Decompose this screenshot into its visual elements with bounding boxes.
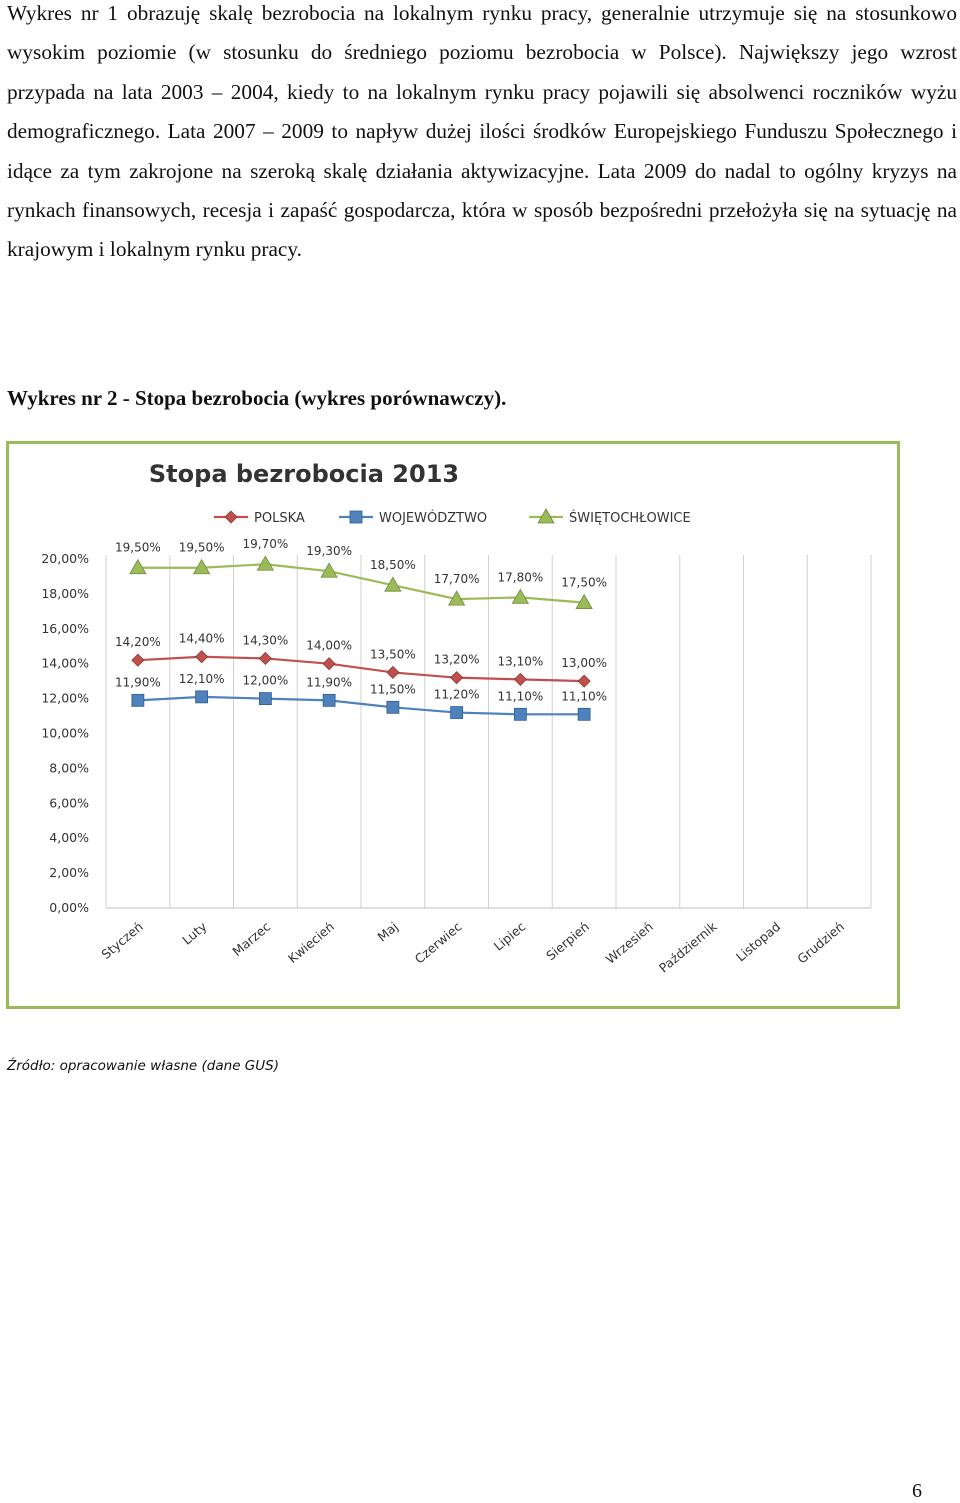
x-tick-label: Kwiecień (285, 919, 337, 966)
data-label: 12,10% (179, 672, 225, 686)
x-tick-label: Listopad (733, 919, 783, 965)
data-point-square (450, 706, 464, 719)
data-label: 17,80% (497, 570, 543, 584)
data-label: 18,50% (370, 558, 416, 572)
y-tick-label: 18,00% (41, 586, 89, 601)
data-point-triangle (384, 576, 402, 592)
y-tick-label: 4,00% (49, 830, 89, 845)
x-tick-label: Czerwiec (412, 919, 465, 967)
data-label: 11,90% (115, 675, 161, 689)
data-point-triangle (537, 508, 555, 524)
series-line (137, 563, 585, 604)
data-label: 13,10% (497, 654, 543, 668)
data-label: 14,30% (242, 633, 288, 647)
data-label: 19,70% (242, 537, 288, 551)
data-point-diamond (322, 657, 336, 671)
x-tick-label: Wrzesień (603, 919, 656, 967)
x-tick-label: Styczeń (98, 919, 145, 962)
data-label: 19,50% (179, 541, 225, 555)
data-label: 17,70% (434, 572, 480, 586)
data-point-triangle (447, 590, 466, 606)
data-point-triangle (192, 558, 211, 575)
unemployment-line-chart: Stopa bezrobocia 2013 POLSKA WOJEWÓDZTWO Ś… (41, 460, 872, 976)
data-label: 13,20% (434, 653, 480, 667)
y-tick-label: 16,00% (41, 621, 89, 636)
x-tick-label: Grudzień (794, 919, 847, 967)
y-tick-label: 6,00% (49, 795, 89, 810)
data-label: 14,00% (306, 639, 352, 653)
chart-grid (105, 555, 872, 909)
series-line (137, 655, 585, 683)
legend-label: WOJEWÓDZTWO (379, 510, 487, 526)
page-number: 6 (912, 1480, 922, 1502)
chart-series: 14,20% 14,40% 14,30% 14,00% 13,50% 13,20% 13,1… (115, 537, 607, 721)
chart-legend: POLSKA WOJEWÓDZTWO ŚWIĘTOCHŁOWICE (214, 508, 691, 526)
data-label: 14,40% (179, 632, 225, 646)
data-label: 11,10% (497, 689, 543, 703)
legend-label: POLSKA (254, 511, 305, 526)
data-point-square (195, 690, 209, 704)
data-label: 11,20% (434, 688, 480, 702)
series-line (137, 695, 585, 716)
y-tick-label: 2,00% (49, 865, 89, 880)
x-tick-label: Sierpień (543, 919, 592, 963)
data-point-square (349, 510, 363, 524)
data-point-diamond (195, 650, 209, 664)
data-point-square (258, 692, 272, 706)
x-tick-label: Marzec (229, 919, 273, 959)
data-point-triangle (256, 555, 275, 571)
chart-frame: Stopa bezrobocia 2013 POLSKA WOJEWÓDZTWO Ś… (6, 441, 900, 1009)
data-label: 14,20% (115, 635, 161, 649)
data-label: 11,50% (370, 682, 416, 696)
y-tick-label: 10,00% (41, 726, 89, 741)
data-point-triangle (320, 562, 338, 578)
series-świętochłowice: 19,50% 19,50% 19,70% 19,30% 18,50% 17,70% 17,8… (115, 537, 607, 610)
data-label: 11,90% (306, 675, 352, 689)
data-point-diamond (450, 671, 464, 685)
x-tick-label: Maj (374, 919, 400, 945)
legend-item: POLSKA (214, 510, 305, 526)
source-note: Źródło: opracowanie własne (dane GUS) (7, 1058, 279, 1074)
data-point-square (322, 693, 336, 707)
data-label: 11,10% (561, 689, 607, 703)
data-point-triangle (575, 593, 593, 610)
legend-item: WOJEWÓDZTWO (339, 510, 487, 526)
data-label: 12,00% (242, 674, 288, 688)
data-point-square (513, 707, 527, 721)
legend-item: ŚWIĘTOCHŁOWICE (529, 508, 691, 526)
series-województwo: 11,90% 12,10% 12,00% 11,90% 11,50% 11,20% 11,1… (115, 672, 607, 721)
data-point-square (577, 707, 591, 721)
data-point-diamond (513, 672, 527, 686)
data-point-diamond (224, 510, 238, 524)
legend-label: ŚWIĘTOCHŁOWICE (569, 510, 691, 526)
data-point-square (131, 693, 145, 707)
x-tick-label: Październik (656, 918, 720, 975)
y-tick-label: 0,00% (49, 900, 89, 915)
x-tick-label: Lipiec (491, 919, 529, 954)
data-point-diamond (258, 651, 272, 666)
data-label: 19,50% (115, 541, 161, 555)
data-point-triangle (511, 588, 530, 604)
data-point-diamond (386, 665, 400, 679)
data-label: 17,50% (561, 576, 607, 590)
series-polska: 14,20% 14,40% 14,30% 14,00% 13,50% 13,20% 13,1… (115, 632, 607, 688)
chart-title: Stopa bezrobocia 2013 (149, 460, 459, 488)
y-tick-label: 14,00% (41, 656, 89, 671)
y-tick-label: 8,00% (49, 760, 89, 775)
data-point-triangle (129, 558, 147, 575)
data-label: 19,30% (306, 544, 352, 558)
y-axis: 0,00% 2,00% 4,00% 6,00% 8,00% 10,00% 12,00% 14,… (41, 551, 89, 915)
y-tick-label: 20,00% (41, 551, 89, 566)
data-label: 13,50% (370, 647, 416, 661)
chart-heading: Wykres nr 2 - Stopa bezrobocia (wykres p… (7, 386, 507, 410)
x-tick-label: Luty (179, 918, 210, 947)
data-point-diamond (577, 674, 591, 688)
data-point-diamond (131, 653, 145, 667)
body-paragraph: Wykres nr 1 obrazuję skalę bezrobocia na… (7, 1, 957, 262)
data-label: 13,00% (561, 656, 607, 670)
y-tick-label: 12,00% (41, 691, 89, 706)
x-axis: Styczeń Luty Marzec Kwiecień Maj Czerwiec Lipi… (98, 918, 847, 975)
data-point-square (386, 700, 400, 714)
